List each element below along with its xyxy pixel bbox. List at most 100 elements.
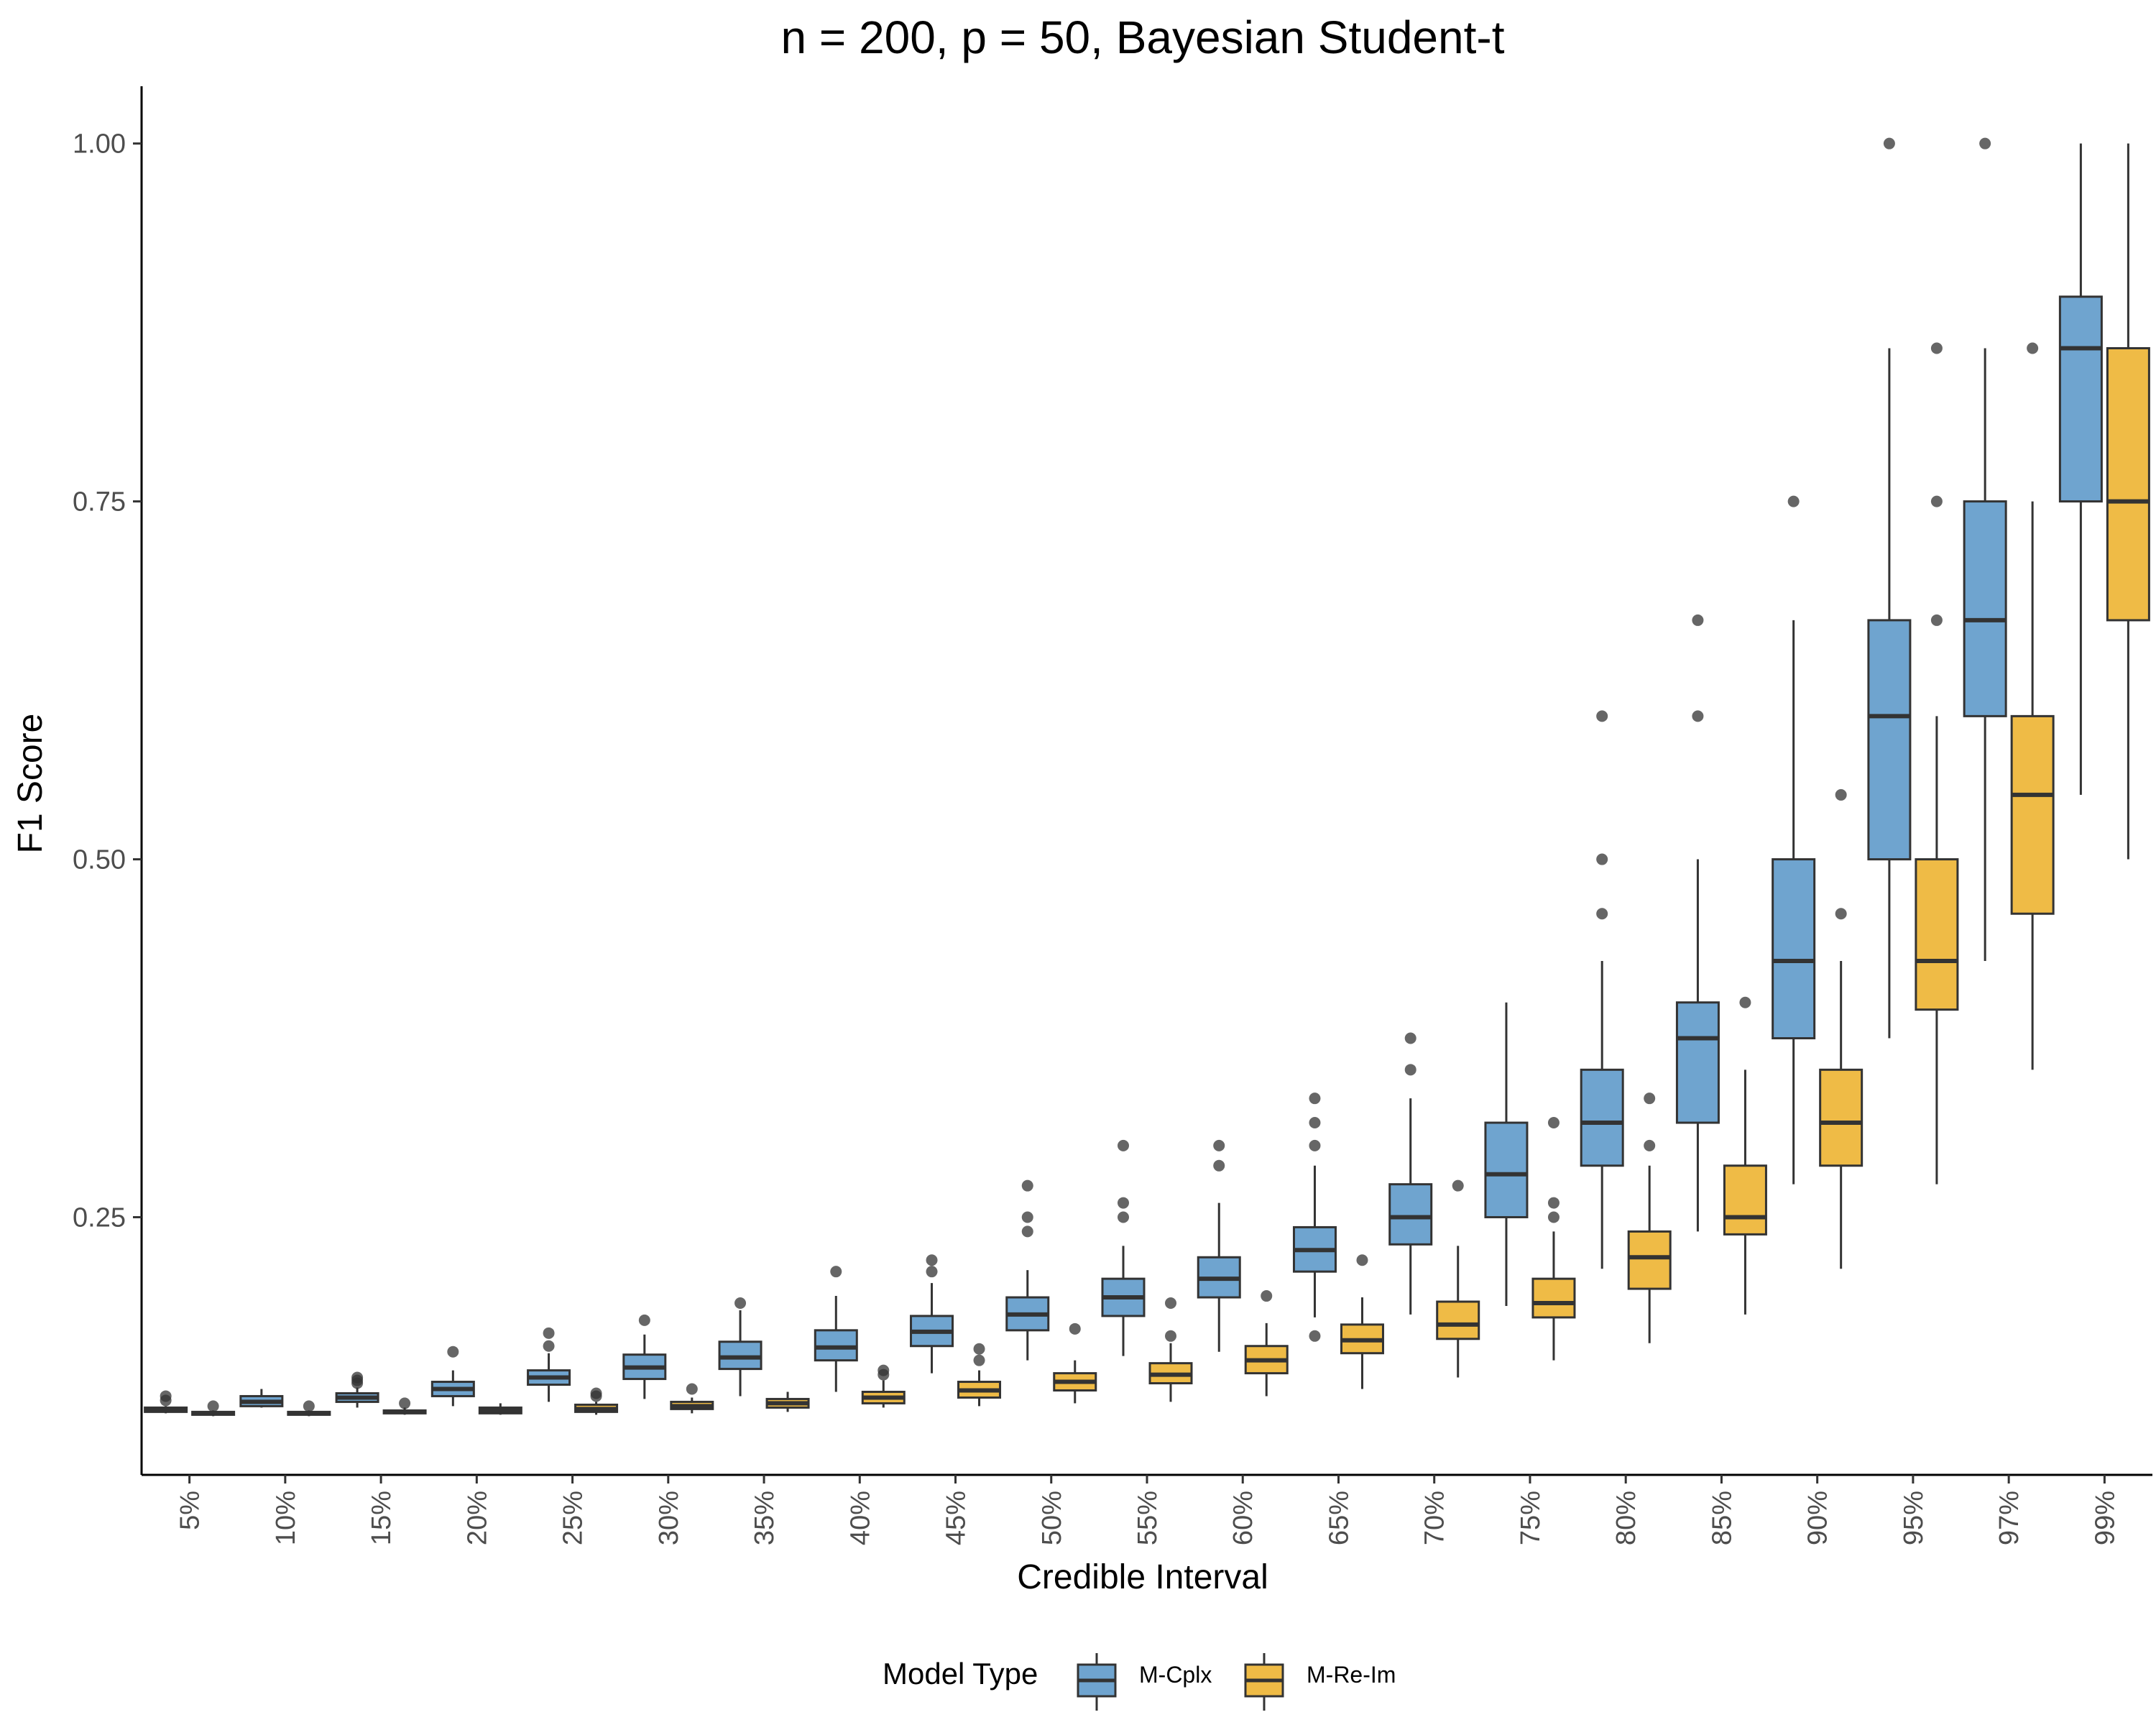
outlier-point [1309, 1330, 1321, 1342]
outlier-point [1787, 495, 1800, 507]
outlier-point [1165, 1297, 1176, 1309]
y-tick-label: 0.25 [73, 1202, 126, 1233]
outlier-point [1213, 1139, 1225, 1151]
box-body [1484, 1121, 1529, 1218]
outlier-point [1309, 1139, 1321, 1151]
legend-label: M-Re-Im [1307, 1662, 1396, 1688]
outlier-point [973, 1354, 985, 1366]
outlier-point [543, 1327, 555, 1339]
box-m-re-im-90pct [1819, 788, 1864, 1269]
box-m-re-im-99pct [2106, 143, 2150, 860]
box-m-cplx-50pct [1005, 1179, 1050, 1361]
x-tick-label: 75% [1516, 1491, 1546, 1545]
box-m-re-im-85pct [1723, 996, 1767, 1315]
box-m-cplx-97pct [1963, 137, 2007, 961]
box-m-re-im-15pct [382, 1397, 427, 1415]
outlier-point [1213, 1159, 1225, 1172]
outlier-point [1118, 1139, 1129, 1151]
box-m-cplx-99pct [2058, 143, 2103, 795]
outlier-point [1021, 1211, 1033, 1223]
box-m-re-im-35pct [765, 1392, 810, 1412]
box-body [1772, 858, 1816, 1040]
box-m-re-im-25pct [574, 1387, 619, 1415]
box-m-re-im-95pct [1915, 342, 1959, 1184]
x-tick-label: 15% [367, 1491, 397, 1545]
outlier-point [1596, 908, 1608, 920]
y-tick-label: 1.00 [73, 129, 126, 160]
outlier-point [1883, 137, 1895, 150]
box-m-re-im-70pct [1436, 1179, 1480, 1378]
outlier-point [1930, 614, 1943, 626]
x-tick-label: 95% [1899, 1491, 1929, 1545]
box-m-re-im-80pct [1627, 1092, 1672, 1343]
x-tick-label: 97% [1994, 1491, 2024, 1545]
box-m-cplx-70pct [1388, 1032, 1433, 1315]
outlier-point [1021, 1179, 1033, 1192]
outlier-point [399, 1397, 411, 1409]
legend-entry-m-cplx: M-Cplx [1077, 1653, 1212, 1711]
box-m-cplx-20pct [430, 1346, 475, 1407]
x-tick-label: 60% [1228, 1491, 1258, 1545]
box-m-cplx-40pct [814, 1266, 858, 1392]
outlier-point [638, 1314, 650, 1326]
outlier-point [1118, 1197, 1129, 1209]
outlier-point [1404, 1064, 1416, 1076]
outlier-point [447, 1346, 459, 1358]
outlier-point [1692, 614, 1704, 626]
outlier-point [1596, 853, 1608, 865]
y-tick-label: 0.50 [73, 845, 126, 875]
x-tick-label: 10% [271, 1491, 301, 1545]
outlier-point [543, 1340, 555, 1352]
box-m-re-im-10pct [287, 1400, 331, 1417]
x-tick-label: 90% [1803, 1491, 1833, 1545]
box-body [2058, 295, 2103, 503]
box-m-cplx-5pct [144, 1390, 188, 1414]
box-m-re-im-60pct [1244, 1290, 1289, 1397]
outlier-point [1644, 1139, 1656, 1151]
x-axis-title: Credible Interval [1017, 1558, 1268, 1596]
box-m-cplx-15pct [335, 1371, 379, 1408]
outlier-point [926, 1266, 938, 1278]
box-m-cplx-35pct [718, 1297, 763, 1397]
y-axis-title: F1 Score [11, 714, 50, 854]
box-m-re-im-30pct [670, 1383, 714, 1414]
x-tick-label: 80% [1611, 1491, 1641, 1545]
x-tick-label: 55% [1133, 1491, 1163, 1545]
outlier-point [1069, 1322, 1081, 1335]
x-tick-label: 20% [462, 1491, 492, 1545]
box-body [1675, 1001, 1720, 1124]
box-m-re-im-55pct [1148, 1297, 1193, 1402]
box-m-cplx-30pct [622, 1314, 667, 1399]
box-body [1915, 858, 1959, 1011]
box-m-cplx-45pct [910, 1254, 954, 1374]
x-tick-label: 85% [1707, 1491, 1737, 1545]
box-m-re-im-65pct [1340, 1254, 1384, 1389]
outlier-point [1739, 996, 1751, 1008]
box-m-re-im-20pct [478, 1403, 522, 1415]
legend-label: M-Cplx [1139, 1662, 1212, 1688]
x-tick-label: 45% [941, 1491, 972, 1545]
x-tick-label: 65% [1324, 1491, 1354, 1545]
outlier-point [830, 1266, 842, 1278]
outlier-point [1404, 1032, 1416, 1044]
box-body [1531, 1277, 1576, 1319]
box-m-cplx-25pct [527, 1327, 571, 1402]
box-body [1819, 1068, 1864, 1167]
x-tick-label: 5% [175, 1491, 206, 1530]
outlier-point [1356, 1254, 1368, 1266]
box-m-re-im-45pct [957, 1343, 1002, 1407]
x-tick-label: 99% [2090, 1491, 2120, 1545]
box-m-cplx-95pct [1867, 137, 1912, 1039]
outlier-point [1930, 495, 1943, 507]
box-m-re-im-5pct [191, 1400, 236, 1417]
outlier-point [207, 1400, 219, 1412]
box-m-cplx-65pct [1292, 1092, 1337, 1342]
outlier-point [734, 1297, 747, 1309]
x-tick-label: 25% [558, 1491, 589, 1545]
legend-title: Model Type [883, 1657, 1038, 1690]
box-m-cplx-55pct [1101, 1139, 1146, 1356]
outlier-point [1165, 1330, 1176, 1342]
outlier-point [303, 1400, 315, 1412]
